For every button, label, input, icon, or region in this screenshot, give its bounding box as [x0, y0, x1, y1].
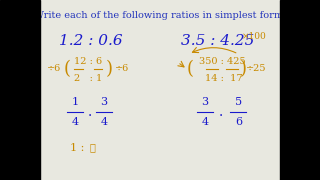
Bar [0, 0, 40, 180]
Text: 4: 4 [72, 117, 79, 127]
Text: 5: 5 [235, 97, 242, 107]
Text: ✓: ✓ [90, 143, 96, 152]
Text: 14 :  17: 14 : 17 [205, 74, 243, 83]
Text: ): ) [105, 60, 112, 78]
Text: 3.5 : 4.25: 3.5 : 4.25 [181, 34, 254, 48]
Text: 6: 6 [235, 117, 242, 127]
Text: 1 :: 1 : [70, 143, 84, 153]
Text: 350 : 425: 350 : 425 [199, 57, 246, 66]
Text: ×100: ×100 [242, 32, 267, 41]
Text: 12 : 6: 12 : 6 [74, 57, 102, 66]
Text: 3: 3 [100, 97, 108, 107]
Text: ÷6: ÷6 [115, 64, 129, 73]
Text: ): ) [240, 60, 247, 78]
Text: 1: 1 [72, 97, 79, 107]
Text: ÷25: ÷25 [246, 64, 266, 73]
Text: (: ( [187, 60, 194, 78]
Text: 2   : 1: 2 : 1 [74, 74, 102, 83]
Bar [280, 0, 320, 180]
Text: 1.2 : 0.6: 1.2 : 0.6 [60, 34, 123, 48]
Text: .: . [219, 105, 223, 119]
Text: .: . [87, 105, 92, 119]
Text: 4: 4 [100, 117, 108, 127]
Text: 3: 3 [201, 97, 208, 107]
Text: Write each of the following ratios in simplest form.: Write each of the following ratios in si… [34, 11, 286, 20]
Text: 4: 4 [201, 117, 208, 127]
Text: ÷6: ÷6 [47, 64, 61, 73]
Text: (: ( [64, 60, 71, 78]
